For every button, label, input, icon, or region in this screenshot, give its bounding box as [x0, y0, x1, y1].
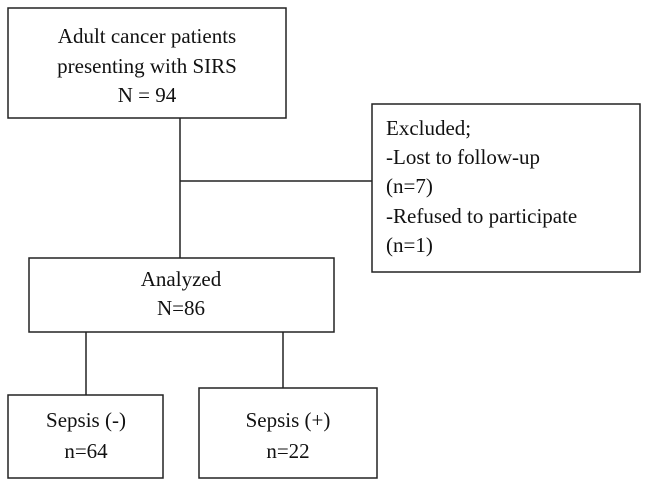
node-box — [7, 394, 164, 479]
node-text: Excluded; — [386, 116, 471, 140]
node-text: -Refused to participate — [386, 204, 577, 228]
node-text: Sepsis (+) — [246, 408, 331, 432]
node-text: Analyzed — [141, 267, 222, 291]
node-text: -Lost to follow-up — [386, 145, 540, 169]
node-text: N = 94 — [118, 83, 177, 107]
node-text: Adult cancer patients — [58, 24, 236, 48]
node-text: n=22 — [266, 439, 309, 463]
node-box — [198, 387, 378, 479]
node-text: presenting with SIRS — [57, 54, 237, 78]
node-text: N=86 — [157, 296, 205, 320]
node-box — [28, 257, 335, 333]
node-text: (n=1) — [386, 233, 433, 257]
node-text: n=64 — [64, 439, 108, 463]
node-text: (n=7) — [386, 174, 433, 198]
node-box — [7, 7, 287, 119]
node-box — [371, 103, 641, 273]
node-text: Sepsis (-) — [46, 408, 126, 432]
